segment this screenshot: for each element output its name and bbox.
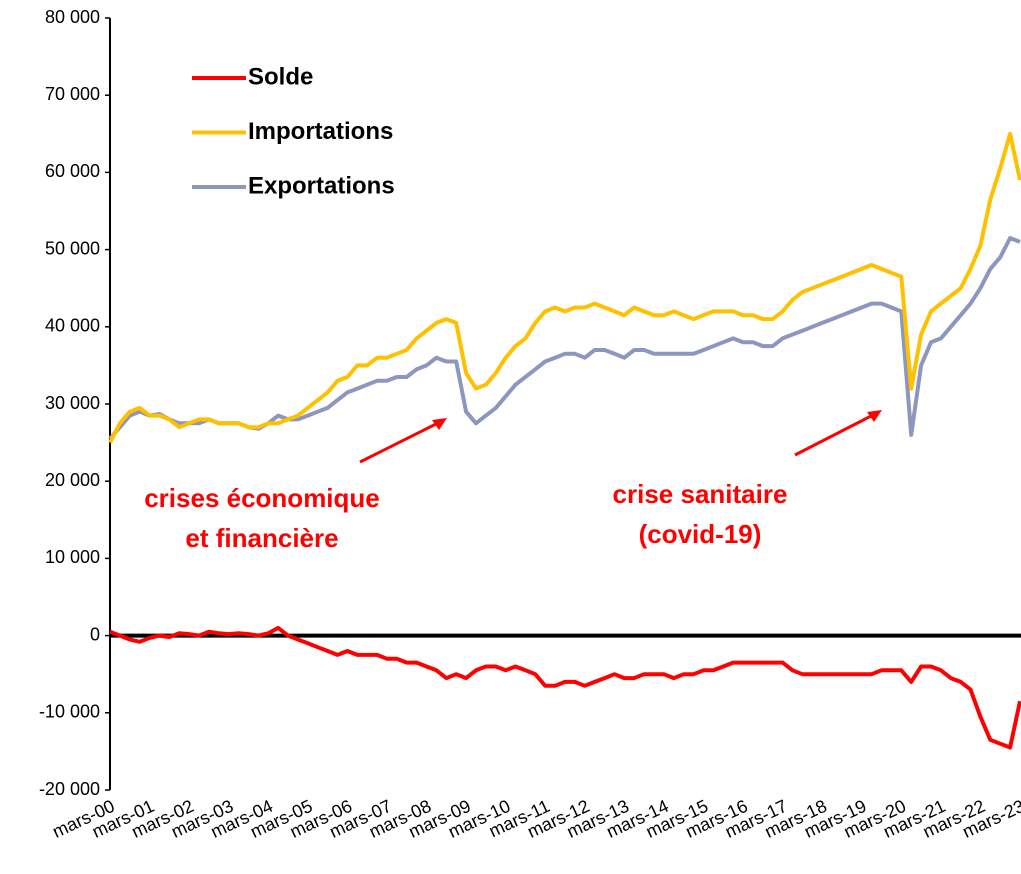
y-tick-label: 0 [90, 624, 100, 644]
legend-label: Importations [248, 118, 393, 145]
y-tick-label: 50 000 [45, 238, 100, 258]
y-tick-label: 80 000 [45, 7, 100, 27]
legend-label: Solde [248, 63, 313, 90]
arrow-head [432, 418, 447, 430]
y-tick-label: -20 000 [39, 779, 100, 799]
y-tick-label: -10 000 [39, 702, 100, 722]
y-tick-label: 70 000 [45, 84, 100, 104]
annotation: crises économique [144, 483, 380, 513]
y-tick-label: 60 000 [45, 161, 100, 181]
annotation: (covid-19) [639, 519, 762, 549]
y-tick-label: 30 000 [45, 393, 100, 413]
y-tick-label: 20 000 [45, 470, 100, 490]
annotation: et financière [185, 523, 338, 553]
series-line [109, 625, 1021, 750]
legend-label: Exportations [248, 172, 395, 199]
arrow [794, 412, 876, 457]
y-tick-label: 40 000 [45, 316, 100, 336]
arrow [359, 420, 441, 464]
y-tick-label: 10 000 [45, 547, 100, 567]
annotation: crise sanitaire [613, 479, 788, 509]
arrow-head [867, 410, 882, 422]
series-line [108, 131, 1021, 444]
